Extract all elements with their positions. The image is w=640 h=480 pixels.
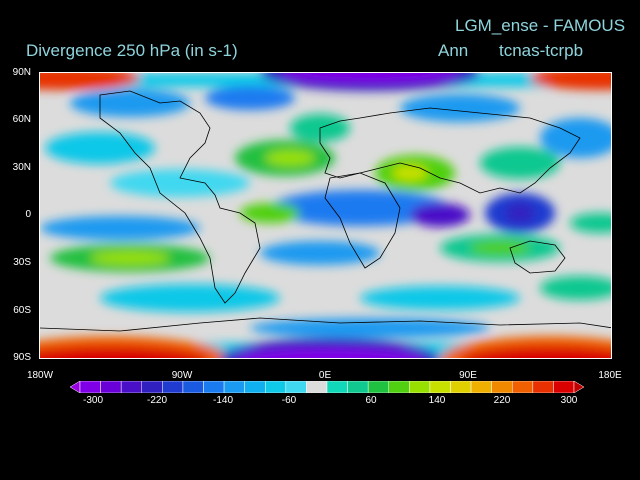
lat-label-60s: 60S bbox=[13, 305, 31, 316]
lat-label-60n: 60N bbox=[12, 114, 31, 125]
colorbar-swatch bbox=[141, 381, 163, 393]
plot-title: LGM_ense - FAMOUS bbox=[455, 16, 626, 35]
coastlines bbox=[40, 90, 611, 332]
colorbar-swatch bbox=[450, 381, 472, 393]
colorbar-swatch bbox=[367, 381, 389, 393]
colorbar-swatch bbox=[182, 381, 204, 393]
lon-label-0e: 0E bbox=[318, 370, 332, 381]
colorbar-tick-label: -300 bbox=[82, 395, 104, 406]
colorbar-swatch bbox=[285, 381, 307, 393]
colorbar-swatch bbox=[79, 381, 101, 393]
colorbar-tick-label: 60 bbox=[365, 395, 377, 406]
colorbar-tick-label: 220 bbox=[493, 395, 511, 406]
colorbar-high-extension bbox=[573, 381, 584, 393]
colorbar-swatch bbox=[553, 381, 575, 393]
lat-label-0: 0 bbox=[25, 209, 31, 220]
lon-label-180w: 180W bbox=[26, 370, 54, 381]
colorbar-swatch bbox=[429, 381, 451, 393]
colorbar bbox=[70, 381, 584, 393]
colorbar-swatch bbox=[388, 381, 410, 393]
colorbar-swatch bbox=[223, 381, 245, 393]
colorbar-swatch bbox=[265, 381, 287, 393]
lat-label-30s: 30S bbox=[13, 257, 31, 268]
colorbar-tick-label: -140 bbox=[212, 395, 234, 406]
colorbar-swatch bbox=[203, 381, 225, 393]
lat-label-90n: 90N bbox=[12, 67, 31, 78]
lat-label-30n: 30N bbox=[12, 162, 31, 173]
colorbar-swatch bbox=[347, 381, 369, 393]
lon-label-90w: 90W bbox=[171, 370, 193, 381]
colorbar-swatch bbox=[470, 381, 492, 393]
colorbar-swatch bbox=[491, 381, 513, 393]
divergence-field bbox=[40, 73, 611, 358]
lon-label-90e: 90E bbox=[459, 370, 477, 381]
colorbar-tick-label: 300 bbox=[560, 395, 578, 406]
colorbar-swatch bbox=[120, 381, 143, 393]
lat-label-90s: 90S bbox=[13, 352, 31, 363]
colorbar-tick-label: -60 bbox=[281, 395, 297, 406]
colorbar-swatch bbox=[162, 381, 184, 393]
colorbar-swatch bbox=[532, 381, 554, 393]
variable-title: Divergence 250 hPa (in s-1) bbox=[26, 41, 238, 60]
lon-label-180e: 180E bbox=[598, 370, 622, 381]
colorbar-tick-label: 140 bbox=[428, 395, 446, 406]
colorbar-swatch bbox=[244, 381, 266, 393]
colorbar-swatch bbox=[512, 381, 534, 393]
colorbar-swatch bbox=[306, 381, 328, 393]
experiment-label: tcnas-tcrpb bbox=[499, 41, 584, 60]
period-label: Ann bbox=[438, 41, 469, 60]
divergence-map bbox=[39, 72, 612, 359]
colorbar-swatch bbox=[409, 381, 431, 393]
colorbar-swatch bbox=[326, 381, 348, 393]
colorbar-tick-label: -220 bbox=[146, 395, 168, 406]
colorbar-low-extension bbox=[70, 381, 81, 393]
colorbar-swatch bbox=[100, 381, 122, 393]
